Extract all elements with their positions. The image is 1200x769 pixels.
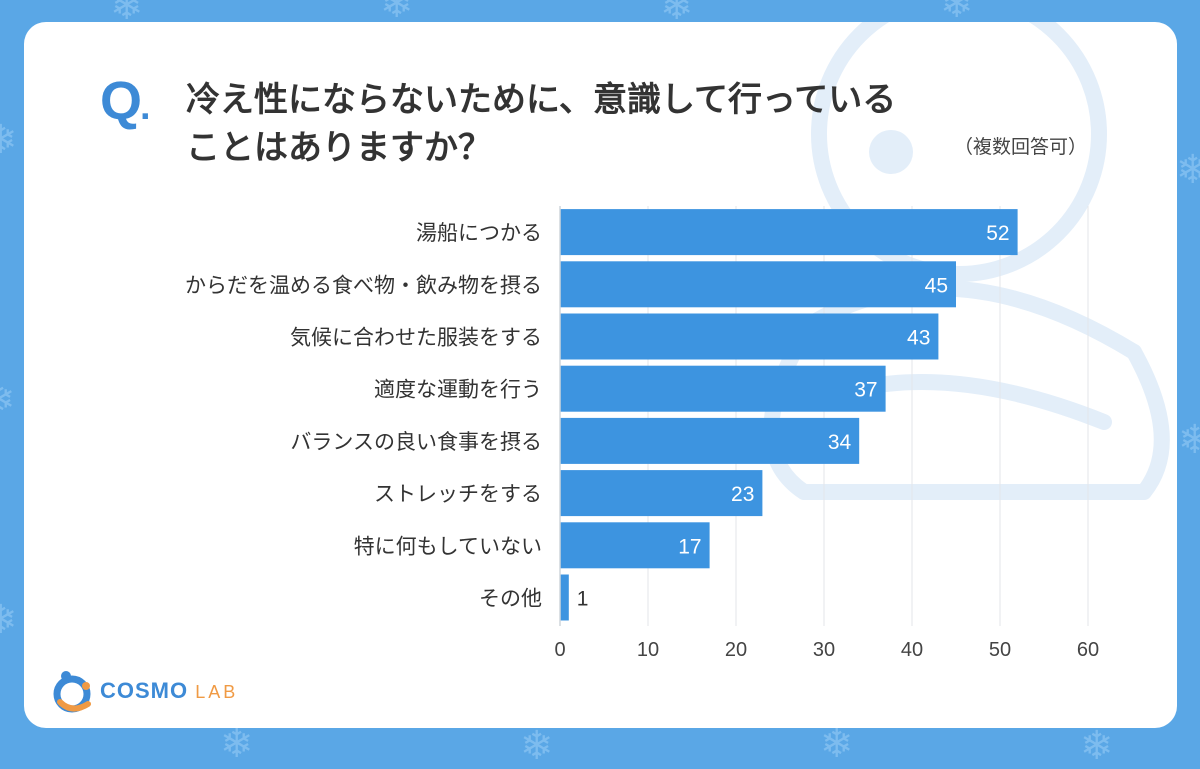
infographic-card: Q. 冷え性にならないために、意識して行っている ことはありますか？ （複数回答… — [24, 22, 1177, 728]
q-dot: . — [140, 86, 150, 128]
x-tick-label: 60 — [1077, 639, 1099, 661]
question-line-1: 冷え性にならないために、意識して行っている — [186, 80, 897, 120]
bar-chart: 0 10 20 30 40 50 60 湯船につかる 52 からだを温める食べ物・飲み物を摂る 45… — [185, 206, 1099, 661]
logo-name-lab: LAB — [195, 682, 239, 702]
value-label: 37 — [854, 379, 877, 402]
category-label: からだを温める食べ物・飲み物を摂る — [185, 273, 542, 297]
category-label: 気候に合わせた服装をする — [290, 326, 542, 350]
snowflake-icon: ❄ — [0, 597, 18, 643]
value-label: 43 — [907, 327, 930, 350]
snowflake-icon: ❄ — [660, 0, 694, 29]
bar — [560, 417, 860, 464]
snowflake-icon: ❄ — [820, 721, 854, 767]
x-tick-label: 0 — [554, 639, 565, 661]
x-tick-label: 10 — [637, 639, 659, 661]
snowflake-icon: ❄ — [380, 0, 414, 27]
multiple-answer-note: （複数回答可） — [953, 136, 1087, 158]
value-label: 17 — [678, 535, 701, 558]
snowflake-icon: ❄ — [220, 721, 254, 767]
logo-wordmark: COSMO LAB — [100, 678, 238, 704]
bar — [560, 574, 569, 621]
category-label: 湯船につかる — [416, 221, 542, 245]
snowflake-icon: ❄ — [110, 0, 144, 29]
bar — [560, 470, 763, 517]
value-label: 23 — [731, 483, 754, 506]
x-tick-label: 30 — [813, 639, 835, 661]
category-label: 適度な運動を行う — [374, 378, 542, 402]
snowflake-icon: ❄ — [1176, 147, 1200, 193]
x-tick-label: 20 — [725, 639, 747, 661]
value-label: 45 — [925, 274, 948, 297]
q-letter: Q — [100, 71, 142, 131]
question-mark-label: Q. — [100, 70, 150, 132]
category-label: その他 — [479, 587, 542, 611]
question-title: 冷え性にならないために、意識して行っている ことはありますか？ — [186, 76, 896, 172]
bar — [560, 365, 886, 412]
category-label: バランスの良い食事を摂る — [290, 430, 542, 454]
snowflake-icon: ❄ — [1178, 417, 1200, 463]
value-label: 52 — [986, 222, 1009, 245]
question-line-2: ことはありますか？ — [186, 128, 492, 168]
x-tick-label: 50 — [989, 639, 1011, 661]
x-tick-label: 40 — [901, 639, 923, 661]
snowflake-icon: ❄ — [940, 0, 974, 27]
bar — [560, 261, 956, 308]
category-label: 特に何もしていない — [354, 534, 542, 558]
bar — [560, 209, 1018, 256]
value-label: 34 — [828, 431, 852, 454]
cosmo-lab-logo-icon — [53, 671, 91, 713]
bar — [560, 522, 710, 569]
snowflake-icon: ❄ — [0, 117, 18, 163]
snowflake-icon: ❄ — [520, 723, 554, 769]
value-label: 1 — [577, 588, 589, 611]
snowflake-icon: ❄ — [1080, 723, 1114, 769]
logo-name-cosmo: COSMO — [100, 678, 189, 703]
category-label: ストレッチをする — [374, 482, 542, 506]
bar — [560, 313, 939, 360]
snowflake-icon: ❄ — [0, 380, 16, 420]
